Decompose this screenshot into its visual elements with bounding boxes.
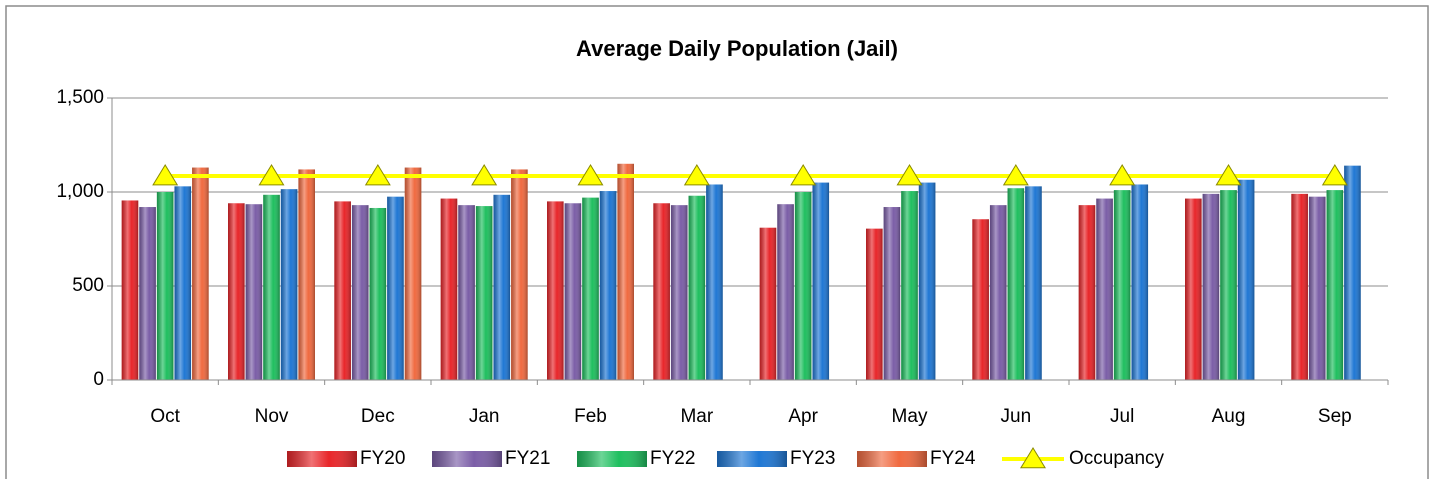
legend-swatch-shade: [857, 451, 927, 467]
bar-shade: [1202, 193, 1220, 380]
x-tick-label: Feb: [574, 406, 607, 427]
y-tick-label: 0: [93, 369, 104, 390]
bar-shade: [883, 207, 901, 380]
bar-shade: [139, 207, 156, 380]
bar-shade: [493, 194, 511, 380]
bar-shade: [1113, 190, 1131, 380]
bar-shade: [1308, 196, 1326, 380]
chart-title: Average Daily Population (Jail): [576, 36, 898, 61]
bar-shade: [918, 182, 936, 380]
bar-shade: [1237, 179, 1255, 380]
line-marker: [471, 164, 498, 186]
legend-label: FY23: [790, 448, 835, 469]
x-tick-label: Apr: [788, 406, 818, 427]
bar-shade: [901, 191, 918, 380]
bar-shade: [564, 203, 582, 380]
bar-shade: [1344, 165, 1361, 380]
bar-shade: [387, 196, 404, 380]
line-marker: [258, 164, 285, 186]
bar-shade: [777, 204, 794, 380]
line-marker: [1215, 164, 1242, 186]
line-marker: [790, 164, 817, 186]
legend-swatch-shade: [432, 451, 502, 467]
legend-label: FY24: [930, 448, 976, 469]
legend-marker: [1020, 447, 1046, 469]
bar-shade: [582, 197, 599, 380]
bar-shade: [511, 169, 528, 380]
bar-shade: [794, 192, 812, 380]
x-tick-label: Nov: [255, 406, 289, 427]
bar-shade: [617, 163, 634, 380]
bar-shade: [599, 191, 617, 380]
line-marker: [577, 164, 604, 186]
bar-shade: [1078, 205, 1096, 380]
x-tick-label: Jun: [1001, 406, 1032, 427]
bar-shade: [475, 206, 493, 380]
bar-shade: [458, 205, 475, 380]
legend-label: Occupancy: [1069, 448, 1165, 469]
bar-shade: [1291, 193, 1308, 380]
bar-shade: [670, 205, 688, 380]
bar-shade: [653, 203, 670, 380]
bar-shade: [1326, 190, 1344, 380]
x-tick-label: Dec: [361, 406, 395, 427]
legend-label: FY21: [505, 448, 550, 469]
bar-shade: [228, 203, 245, 380]
bar-shade: [1131, 184, 1149, 380]
bar-shade: [989, 205, 1007, 380]
x-tick-label: Aug: [1212, 406, 1246, 427]
bar-shade: [263, 194, 280, 380]
bar-shade: [334, 201, 351, 380]
legend-swatch-shade: [717, 451, 787, 467]
line-marker: [1002, 164, 1029, 186]
legend-swatch-shade: [287, 451, 357, 467]
bar-shade: [440, 198, 458, 380]
bar-shade: [351, 205, 369, 380]
x-tick-label: May: [892, 406, 928, 427]
bar-shade: [812, 182, 830, 380]
bar-shade: [156, 192, 174, 380]
y-tick-label: 1,000: [56, 181, 104, 202]
x-tick-label: Jul: [1110, 406, 1134, 427]
bar-shade: [369, 207, 387, 380]
bar-shade: [1096, 198, 1113, 380]
bar-shade: [547, 201, 564, 380]
line-marker: [1109, 164, 1136, 186]
bar-shade: [1185, 198, 1202, 380]
bar-shade: [866, 228, 883, 380]
y-tick-label: 500: [72, 275, 104, 296]
line-marker: [896, 164, 923, 186]
bar-shade: [121, 200, 139, 380]
bar-shade: [688, 195, 706, 380]
bar-shade: [280, 189, 298, 380]
line-marker: [152, 164, 179, 186]
x-tick-label: Oct: [150, 406, 180, 427]
line-marker: [683, 164, 710, 186]
y-tick-label: 1,500: [56, 87, 104, 108]
bar-shade: [245, 204, 263, 380]
bar-shade: [972, 219, 989, 380]
bar-shade: [1007, 188, 1025, 380]
line-marker: [364, 164, 391, 186]
bar-shade: [404, 167, 422, 380]
bar-shade: [192, 167, 209, 380]
legend-label: FY20: [360, 448, 405, 469]
x-tick-label: Sep: [1318, 406, 1352, 427]
x-tick-label: Jan: [469, 406, 500, 427]
bar-shade: [1025, 186, 1042, 380]
line-marker: [1321, 164, 1348, 186]
legend-label: FY22: [650, 448, 695, 469]
legend-swatch-shade: [577, 451, 647, 467]
bar-shade: [759, 227, 777, 380]
bar-shade: [298, 169, 315, 380]
bar-shade: [706, 184, 723, 380]
x-tick-label: Mar: [680, 406, 713, 427]
bar-shade: [1220, 190, 1237, 380]
bar-shade: [174, 186, 192, 380]
